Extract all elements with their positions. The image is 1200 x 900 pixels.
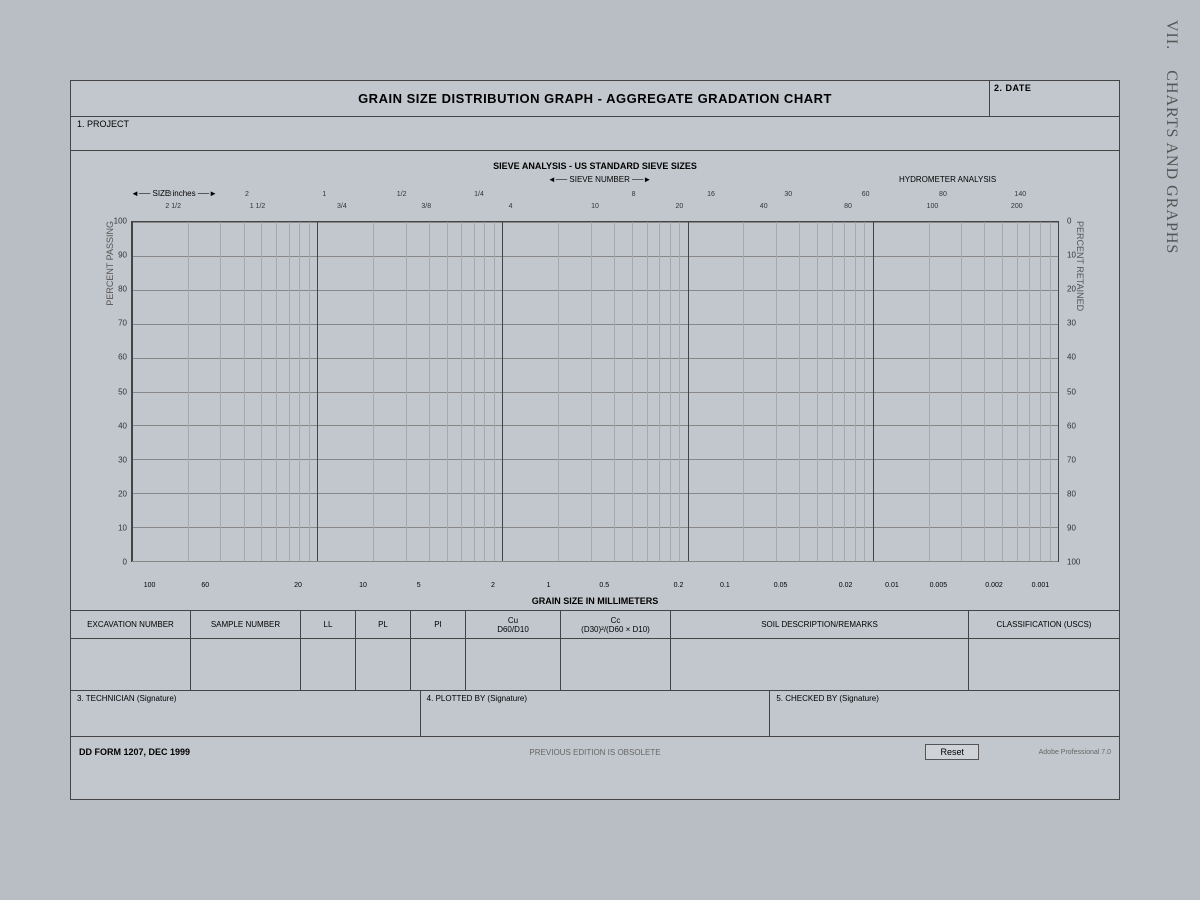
reset-button[interactable]: Reset [925, 744, 979, 760]
form-title: GRAIN SIZE DISTRIBUTION GRAPH - AGGREGAT… [358, 91, 832, 106]
footer-row: DD FORM 1207, DEC 1999 PREVIOUS EDITION … [71, 737, 1119, 767]
sample-data-table: EXCAVATION NUMBER SAMPLE NUMBER LL PL PI… [71, 611, 1119, 691]
previous-edition-note: PREVIOUS EDITION IS OBSOLETE [529, 748, 660, 757]
project-cell[interactable]: 1. PROJECT [71, 117, 1119, 150]
chart-zone: PERCENT PASSING SIEVE ANALYSIS - US STAN… [71, 151, 1119, 611]
section-number: VII. [1163, 20, 1180, 50]
top-header-labels: SIEVE ANALYSIS - US STANDARD SIEVE SIZES… [131, 161, 1059, 221]
page-margin-heading: VII. CHARTS AND GRAPHS [1162, 20, 1180, 254]
plotted-by-signature[interactable]: 4. PLOTTED BY (Signature) [421, 691, 771, 736]
sieve-tick-row-2: 2 1/21 1/23/43/8410204080100200 [131, 203, 1059, 210]
project-label: 1. PROJECT [77, 119, 129, 129]
date-cell[interactable]: 2. DATE [989, 81, 1119, 116]
col-excavation[interactable]: EXCAVATION NUMBER [71, 611, 191, 690]
col-ll[interactable]: LL [301, 611, 356, 690]
col-cc[interactable]: Cc (D30)²/(D60 × D10) [561, 611, 671, 690]
hydrometer-label: HYDROMETER ANALYSIS [808, 175, 1086, 184]
title-bar: GRAIN SIZE DISTRIBUTION GRAPH - AGGREGAT… [71, 81, 1119, 117]
project-row: 1. PROJECT [71, 117, 1119, 151]
form-sheet: GRAIN SIZE DISTRIBUTION GRAPH - AGGREGAT… [70, 80, 1120, 800]
chart-grid [131, 221, 1059, 562]
y-ticks-left: 1009080706050403020100 [103, 221, 127, 562]
col-soil-description[interactable]: SOIL DESCRIPTION/REMARKS [671, 611, 969, 690]
sieve-tick-row-1: 3211/21/4816306080140 [131, 191, 1059, 198]
section-title: CHARTS AND GRAPHS [1163, 70, 1180, 254]
col-pi[interactable]: PI [411, 611, 466, 690]
x-axis-caption: GRAIN SIZE IN MILLIMETERS [131, 596, 1059, 606]
sieve-analysis-title: SIEVE ANALYSIS - US STANDARD SIEVE SIZES [131, 161, 1059, 171]
adobe-note: Adobe Professional 7.0 [1039, 749, 1111, 756]
technician-signature[interactable]: 3. TECHNICIAN (Signature) [71, 691, 421, 736]
col-cu[interactable]: Cu D60/D10 [466, 611, 561, 690]
y-ticks-right: 0102030405060708090100 [1063, 221, 1087, 562]
form-id: DD FORM 1207, DEC 1999 [79, 747, 190, 757]
date-label: 2. DATE [994, 83, 1031, 93]
signature-row: 3. TECHNICIAN (Signature) 4. PLOTTED BY … [71, 691, 1119, 737]
sieve-number-label: ◄── SIEVE NUMBER ──► [391, 175, 809, 184]
col-pl[interactable]: PL [356, 611, 411, 690]
plot-area: SIEVE ANALYSIS - US STANDARD SIEVE SIZES… [131, 161, 1059, 602]
col-sample[interactable]: SAMPLE NUMBER [191, 611, 301, 690]
col-classification[interactable]: CLASSIFICATION (USCS) [969, 611, 1119, 690]
checked-by-signature[interactable]: 5. CHECKED BY (Signature) [770, 691, 1119, 736]
